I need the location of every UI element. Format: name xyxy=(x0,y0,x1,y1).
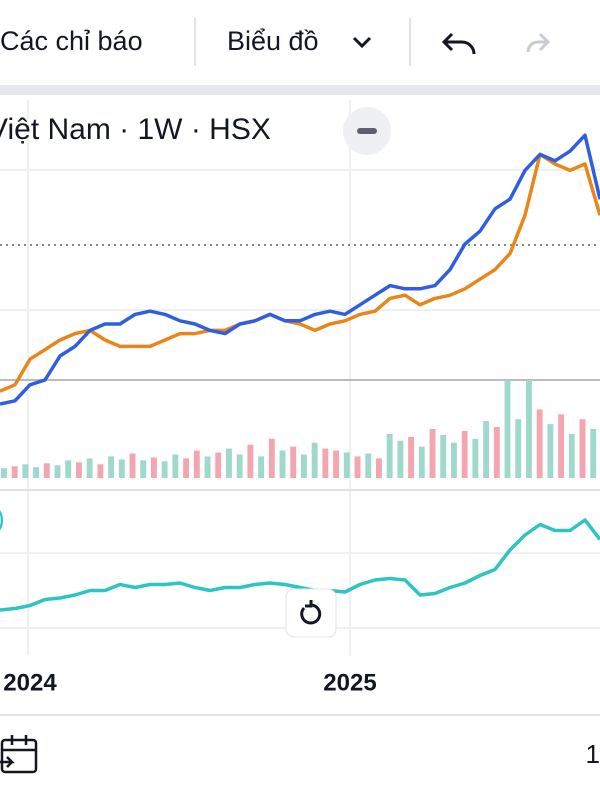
volume-bar xyxy=(515,419,522,478)
volume-bar xyxy=(451,442,457,478)
volume-bar xyxy=(558,414,565,478)
volume-bar xyxy=(247,444,254,478)
volume-bar xyxy=(322,448,329,478)
volume-bar xyxy=(97,464,104,478)
chart-type-button[interactable]: Biểu đồ xyxy=(227,26,319,56)
volume-bar xyxy=(301,454,307,478)
calendar-icon xyxy=(0,738,38,774)
reset-button[interactable] xyxy=(285,588,337,638)
volume-bar xyxy=(590,429,597,478)
volume-bar xyxy=(86,458,93,478)
separator-band xyxy=(0,85,600,95)
volume-bar xyxy=(108,456,115,478)
volume-bar xyxy=(279,450,286,478)
volume-bar xyxy=(65,460,72,478)
x-tick-label: 2025 xyxy=(323,669,376,696)
volume-bar xyxy=(11,466,18,478)
volume-bar xyxy=(526,380,532,478)
volume-bar xyxy=(215,452,222,478)
volume-bar xyxy=(22,464,29,478)
toolbar: Các chỉ báo Biểu đồ xyxy=(0,18,551,66)
volume-bar xyxy=(493,427,500,478)
volume-bar xyxy=(504,380,511,478)
series-line xyxy=(0,152,600,393)
volume-bar xyxy=(472,438,479,478)
volume-bar xyxy=(397,440,404,478)
chart-title: Việt Nam · 1W · HSX xyxy=(0,113,271,146)
volume-bar xyxy=(258,456,265,478)
calendar-button[interactable] xyxy=(0,735,38,774)
volume-bar xyxy=(354,456,361,478)
volume-bar xyxy=(343,452,350,478)
volume-bar xyxy=(183,458,190,478)
volume-bar xyxy=(226,448,232,478)
volume-bar xyxy=(333,450,340,478)
volume-bar xyxy=(547,424,554,478)
volume-bar xyxy=(536,409,543,478)
volume-bar xyxy=(311,442,318,478)
minus-icon xyxy=(357,128,377,134)
chevron-icon xyxy=(352,36,372,49)
volume-bar xyxy=(193,450,200,478)
x-tick-label: 2024 xyxy=(3,669,57,696)
volume-bar xyxy=(568,433,575,478)
volume-bar xyxy=(579,419,586,478)
volume-bar xyxy=(236,454,243,478)
volume-bar xyxy=(440,434,447,478)
indicators-button[interactable]: Các chỉ báo xyxy=(0,26,143,56)
volume-bar xyxy=(461,430,468,478)
volume-bar xyxy=(386,433,393,478)
volume-bar xyxy=(161,461,168,478)
volume-bar xyxy=(268,438,275,478)
volume-bar xyxy=(408,436,415,478)
indicator-label: ) xyxy=(0,503,5,533)
volume-bar xyxy=(54,465,61,478)
volume-bar xyxy=(376,458,382,478)
volume-bar xyxy=(140,460,147,478)
calendar-icon-detail xyxy=(0,735,36,768)
volume-bar xyxy=(118,459,125,478)
volume-bar xyxy=(290,446,297,478)
volume-bar xyxy=(365,453,372,478)
volume-bar xyxy=(418,446,425,478)
volume-bar xyxy=(429,429,436,478)
volume-bar xyxy=(483,421,490,478)
volume-bars xyxy=(1,380,597,478)
lines xyxy=(0,133,600,612)
series-line xyxy=(0,518,600,612)
volume-bar xyxy=(76,462,82,478)
volume-bar xyxy=(204,456,211,478)
reset-icon xyxy=(300,600,322,625)
redo-button[interactable] xyxy=(526,32,551,53)
footer-value: 1 xyxy=(586,739,600,769)
volume-bar xyxy=(33,467,40,478)
volume-bar xyxy=(43,463,50,478)
undo-button[interactable] xyxy=(441,32,476,55)
volume-bar xyxy=(172,454,179,478)
volume-bar xyxy=(151,457,157,478)
series-line xyxy=(0,133,600,406)
volume-bar xyxy=(1,468,7,478)
volume-bar xyxy=(129,453,136,478)
grid xyxy=(0,100,600,655)
